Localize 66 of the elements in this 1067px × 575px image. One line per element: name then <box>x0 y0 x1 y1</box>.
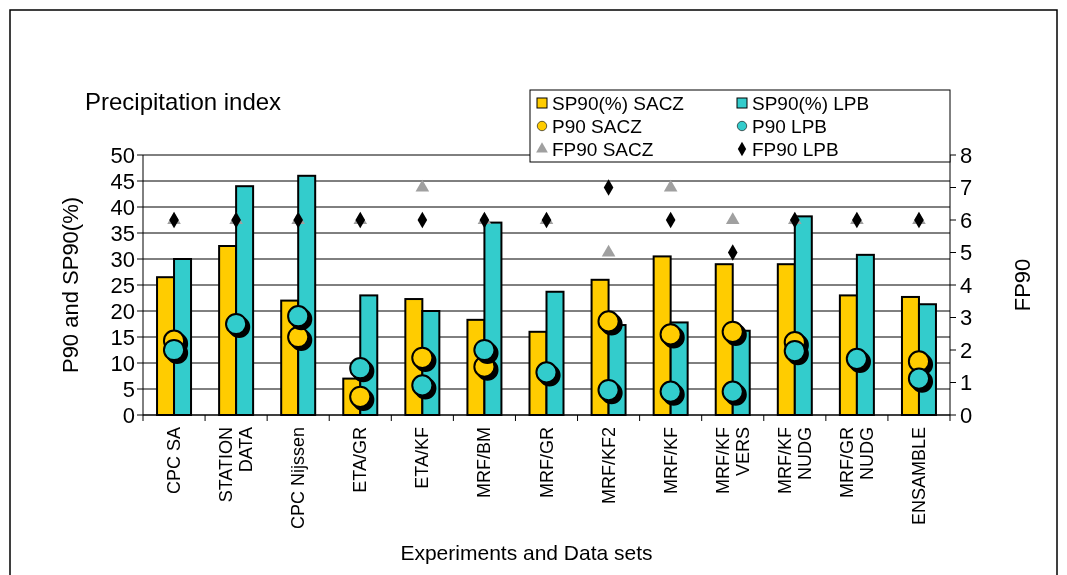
y-tick-label: 10 <box>110 350 135 376</box>
point <box>907 367 931 390</box>
x-tick-label: MRF/KF VERS <box>712 427 753 494</box>
x-tick-label: ENSAMBLE <box>908 427 929 526</box>
y2-tick-label: 7 <box>960 175 973 201</box>
x-tick-label: ETA/GR <box>350 427 371 493</box>
y2-tick-label: 1 <box>960 370 973 396</box>
point <box>659 380 682 403</box>
x-axis-title: Experiments and Data sets <box>400 541 653 564</box>
y-tick-label: 15 <box>110 324 135 350</box>
point <box>659 323 682 346</box>
legend-label: FP90 LPB <box>752 139 839 160</box>
point <box>162 338 186 362</box>
x-tick-label: CPC SA <box>164 427 185 495</box>
chart-title: Precipitation index <box>85 88 282 115</box>
legend-label: SP90(%) SACZ <box>552 93 685 114</box>
point <box>287 325 310 349</box>
point <box>411 346 434 369</box>
y2-tick-label: 3 <box>960 305 973 331</box>
y-tick-label: 45 <box>110 168 135 194</box>
point <box>663 179 678 192</box>
legend-label: SP90(%) LPB <box>752 93 870 114</box>
point <box>783 339 806 363</box>
point <box>287 305 310 328</box>
y2-tick-label: 5 <box>960 240 973 266</box>
y2-tick-label: 4 <box>960 272 973 298</box>
legend-label: FP90 SACZ <box>552 139 654 160</box>
point <box>725 212 740 224</box>
x-tick-label: CPC Nijssen <box>288 427 309 530</box>
point <box>597 378 620 402</box>
x-tick-label: STATION DATA <box>216 427 257 503</box>
y-tick-label: 5 <box>122 376 135 402</box>
point <box>721 380 744 403</box>
point <box>601 244 616 257</box>
x-tick-label: ETA/KF <box>412 427 433 489</box>
point <box>845 347 868 370</box>
point <box>225 312 248 336</box>
point <box>597 310 620 333</box>
x-tick-label: MRF/KF <box>660 427 681 494</box>
y2-tick-label: 6 <box>960 207 973 233</box>
legend-label: P90 SACZ <box>552 116 643 137</box>
y2-axis-title: FP90 <box>1010 258 1035 312</box>
y-tick-label: 25 <box>110 272 135 298</box>
point <box>721 320 744 343</box>
point <box>535 361 558 384</box>
x-tick-label: MRF/GR <box>536 427 557 498</box>
y-tick-label: 40 <box>110 194 135 220</box>
y-tick-label: 20 <box>110 298 135 324</box>
point <box>349 357 372 380</box>
point <box>349 385 372 408</box>
y2-tick-label: 0 <box>960 402 973 428</box>
legend-label: P90 LPB <box>752 116 827 137</box>
x-tick-label: MRF/BM <box>474 427 495 498</box>
x-tick-label: MRF/KF2 <box>598 427 619 505</box>
y2-tick-label: 8 <box>960 142 973 168</box>
y-tick-label: 50 <box>110 142 135 168</box>
point <box>473 338 496 362</box>
point <box>411 374 434 397</box>
y-axis-title: P90 and SP90(%) <box>58 196 83 374</box>
y-tick-label: 30 <box>110 246 135 272</box>
y2-tick-label: 2 <box>960 337 973 363</box>
y-tick-label: 0 <box>122 402 135 428</box>
x-tick-label: MRF/GR NUDG <box>836 427 877 498</box>
x-tick-label: MRF/KF NUDG <box>774 427 815 494</box>
point <box>415 179 430 192</box>
y-tick-label: 35 <box>110 220 135 246</box>
